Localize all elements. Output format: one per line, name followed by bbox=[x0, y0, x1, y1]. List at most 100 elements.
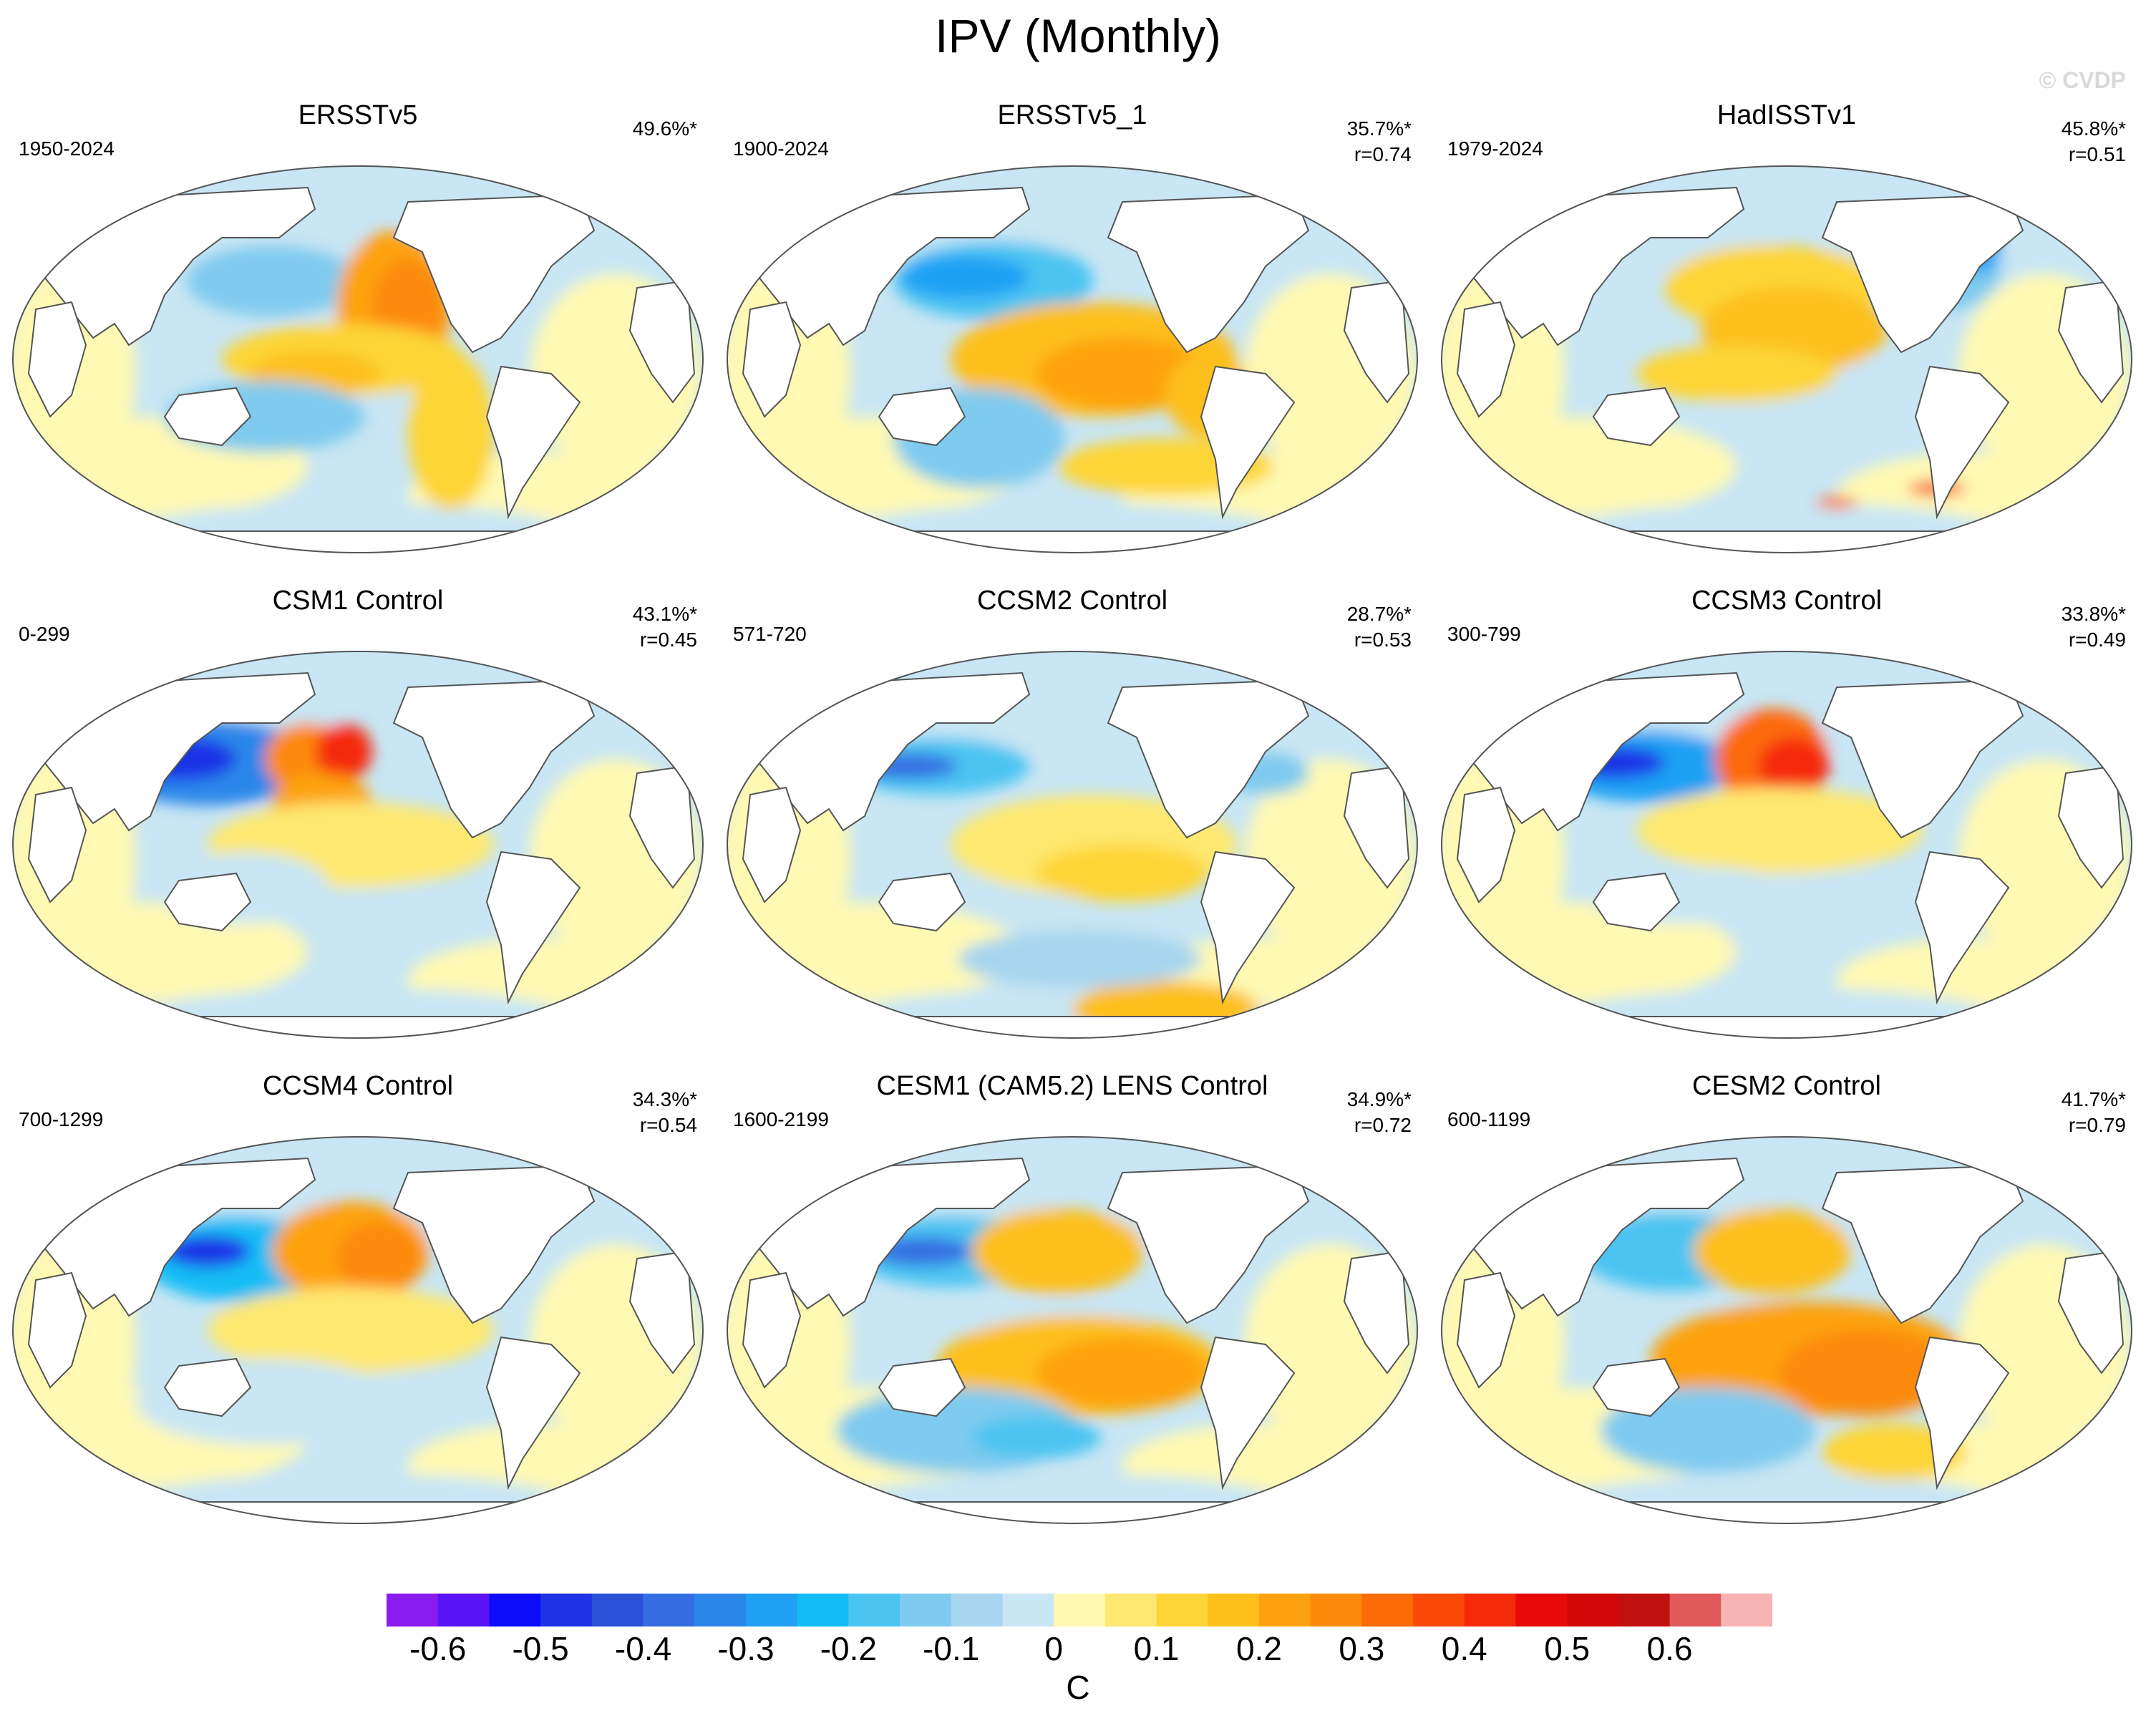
panel-title: CCSM4 Control bbox=[262, 1071, 454, 1101]
continent-north-america bbox=[1821, 679, 2024, 839]
continent-australia bbox=[1592, 872, 1681, 932]
continent-south-america bbox=[1200, 850, 1296, 1005]
colorbar-swatch bbox=[694, 1594, 747, 1627]
map-boundary bbox=[1441, 1136, 2132, 1524]
panel-period: 300-799 bbox=[1447, 623, 1521, 645]
colorbar-tick-label: 0.4 bbox=[1441, 1630, 1487, 1667]
colorbar-tick-label: 0.2 bbox=[1235, 1630, 1282, 1667]
panel-stats: 49.6%* bbox=[633, 116, 697, 142]
panel-variance-pct: 34.9%* bbox=[1346, 1088, 1412, 1110]
colorbar-tick-label: 0.5 bbox=[1544, 1630, 1591, 1667]
continent-north-america bbox=[1821, 1164, 2024, 1324]
panel-stats: 43.1%* r=0.45 bbox=[633, 601, 697, 653]
panel-pattern-correlation: r=0.49 bbox=[2068, 629, 2126, 651]
continent-south-america bbox=[485, 365, 581, 520]
colorbar-tick-label: -0.6 bbox=[409, 1630, 467, 1667]
colorbar-swatch bbox=[1567, 1594, 1619, 1627]
anomaly-contour bbox=[1036, 845, 1208, 902]
panel-pattern-correlation: r=0.74 bbox=[1354, 143, 1412, 165]
colorbar-swatch bbox=[540, 1594, 593, 1627]
anomaly-contour bbox=[972, 1416, 1101, 1459]
panel-pattern-correlation: r=0.79 bbox=[2068, 1114, 2126, 1136]
panel-variance-pct: 41.7%* bbox=[2061, 1088, 2126, 1110]
continent-north-america bbox=[1107, 1164, 1310, 1324]
map-panel: HadISSTv1 1979-2024 45.8%* r=0.51 bbox=[1436, 100, 2137, 573]
anomaly-contour bbox=[1036, 1337, 1208, 1409]
map-boundary bbox=[12, 165, 704, 553]
anomaly-contour bbox=[186, 245, 358, 316]
colorbar-swatch bbox=[1413, 1594, 1465, 1627]
colorbar-swatch bbox=[1054, 1594, 1106, 1627]
anomaly-contour bbox=[958, 931, 1201, 988]
colorbar-swatch bbox=[1258, 1594, 1311, 1627]
continent-north-america bbox=[392, 1164, 596, 1324]
panel-variance-pct: 43.1%* bbox=[632, 603, 697, 625]
panel-period: 600-1199 bbox=[1447, 1108, 1531, 1130]
colorbar-swatch bbox=[1464, 1594, 1516, 1627]
panel-title: CCSM2 Control bbox=[976, 586, 1168, 616]
panel-stats: 33.8%* r=0.49 bbox=[2062, 601, 2126, 653]
continent-antarctica bbox=[727, 530, 1417, 553]
continent-australia bbox=[1592, 1357, 1681, 1417]
continent-north-america bbox=[1821, 193, 2024, 354]
continent-south-america bbox=[1914, 1336, 2010, 1490]
map-boundary bbox=[727, 651, 1418, 1039]
continent-antarctica bbox=[727, 1016, 1417, 1038]
colorbar-swatch bbox=[643, 1594, 695, 1627]
anomaly-contour bbox=[315, 723, 372, 780]
colorbar bbox=[387, 1594, 1772, 1627]
continent-africa bbox=[1456, 1271, 1516, 1389]
anomaly-contour bbox=[1779, 1330, 1951, 1416]
panel-pattern-correlation: r=0.54 bbox=[639, 1114, 697, 1136]
map-panel: CESM1 (CAM5.2) LENS Control 1600-2199 34… bbox=[722, 1071, 1423, 1543]
colorbar-swatch bbox=[1156, 1594, 1208, 1627]
map-boundary bbox=[1441, 651, 2132, 1039]
colorbar-tick-label: -0.3 bbox=[717, 1630, 774, 1667]
continent-north-america bbox=[392, 679, 596, 839]
panel-title: CCSM3 Control bbox=[1691, 586, 1883, 616]
colorbar-tick-label: 0.1 bbox=[1133, 1630, 1180, 1667]
continent-australia bbox=[163, 1357, 252, 1417]
anomaly-contour bbox=[972, 1208, 1144, 1294]
colorbar-tick-label: -0.1 bbox=[923, 1630, 980, 1667]
colorbar-swatch bbox=[900, 1594, 952, 1627]
figure-title: IPV (Monthly) bbox=[935, 9, 1221, 62]
colorbar-swatch bbox=[1104, 1594, 1157, 1627]
panel-stats: 34.3%* r=0.54 bbox=[633, 1087, 697, 1138]
map-canvas bbox=[722, 159, 1423, 560]
panel-variance-pct: 45.8%* bbox=[2061, 117, 2126, 140]
colorbar-swatch bbox=[1310, 1594, 1362, 1627]
panel-pattern-correlation: r=0.51 bbox=[2068, 143, 2126, 165]
continent-south-america bbox=[485, 850, 581, 1005]
continent-africa bbox=[27, 786, 87, 903]
colorbar-tick-label: -0.2 bbox=[820, 1630, 877, 1667]
panel-title: HadISSTv1 bbox=[1716, 100, 1857, 130]
colorbar-swatch bbox=[797, 1594, 849, 1627]
continent-north-america bbox=[1107, 679, 1310, 839]
colorbar-swatch bbox=[745, 1594, 798, 1627]
map-canvas bbox=[722, 644, 1423, 1045]
colorbar-swatch bbox=[1669, 1594, 1722, 1627]
continent-south-america bbox=[1200, 1336, 1296, 1490]
map-panel: CCSM3 Control 300-799 33.8%* r=0.49 bbox=[1436, 586, 2137, 1058]
anomaly-contour bbox=[1815, 497, 1858, 508]
map-panel: CCSM2 Control 571-720 28.7%* r=0.53 bbox=[722, 586, 1423, 1058]
map-boundary bbox=[727, 165, 1418, 553]
panel-variance-pct: 28.7%* bbox=[1346, 603, 1412, 625]
anomaly-contour bbox=[1036, 338, 1208, 409]
continent-antarctica bbox=[1442, 1016, 2132, 1038]
colorbar-tick-label: 0.3 bbox=[1339, 1630, 1385, 1667]
colorbar-swatch bbox=[591, 1594, 644, 1627]
map-canvas bbox=[7, 644, 709, 1045]
continent-africa bbox=[742, 1271, 802, 1389]
map-panel: ERSSTv5 1950-2024 49.6%* bbox=[7, 100, 709, 573]
continent-australia bbox=[163, 387, 252, 447]
panel-variance-pct: 35.7%* bbox=[1346, 117, 1412, 140]
map-canvas bbox=[722, 1130, 1423, 1531]
panel-title: ERSSTv5 bbox=[298, 100, 418, 130]
map-panel: CCSM4 Control 700-1299 34.3%* r=0.54 bbox=[7, 1071, 709, 1543]
map-canvas bbox=[7, 159, 709, 560]
panel-title: CESM1 (CAM5.2) LENS Control bbox=[876, 1071, 1268, 1101]
continent-south-america bbox=[485, 1336, 581, 1490]
panel-period: 0-299 bbox=[19, 623, 70, 645]
